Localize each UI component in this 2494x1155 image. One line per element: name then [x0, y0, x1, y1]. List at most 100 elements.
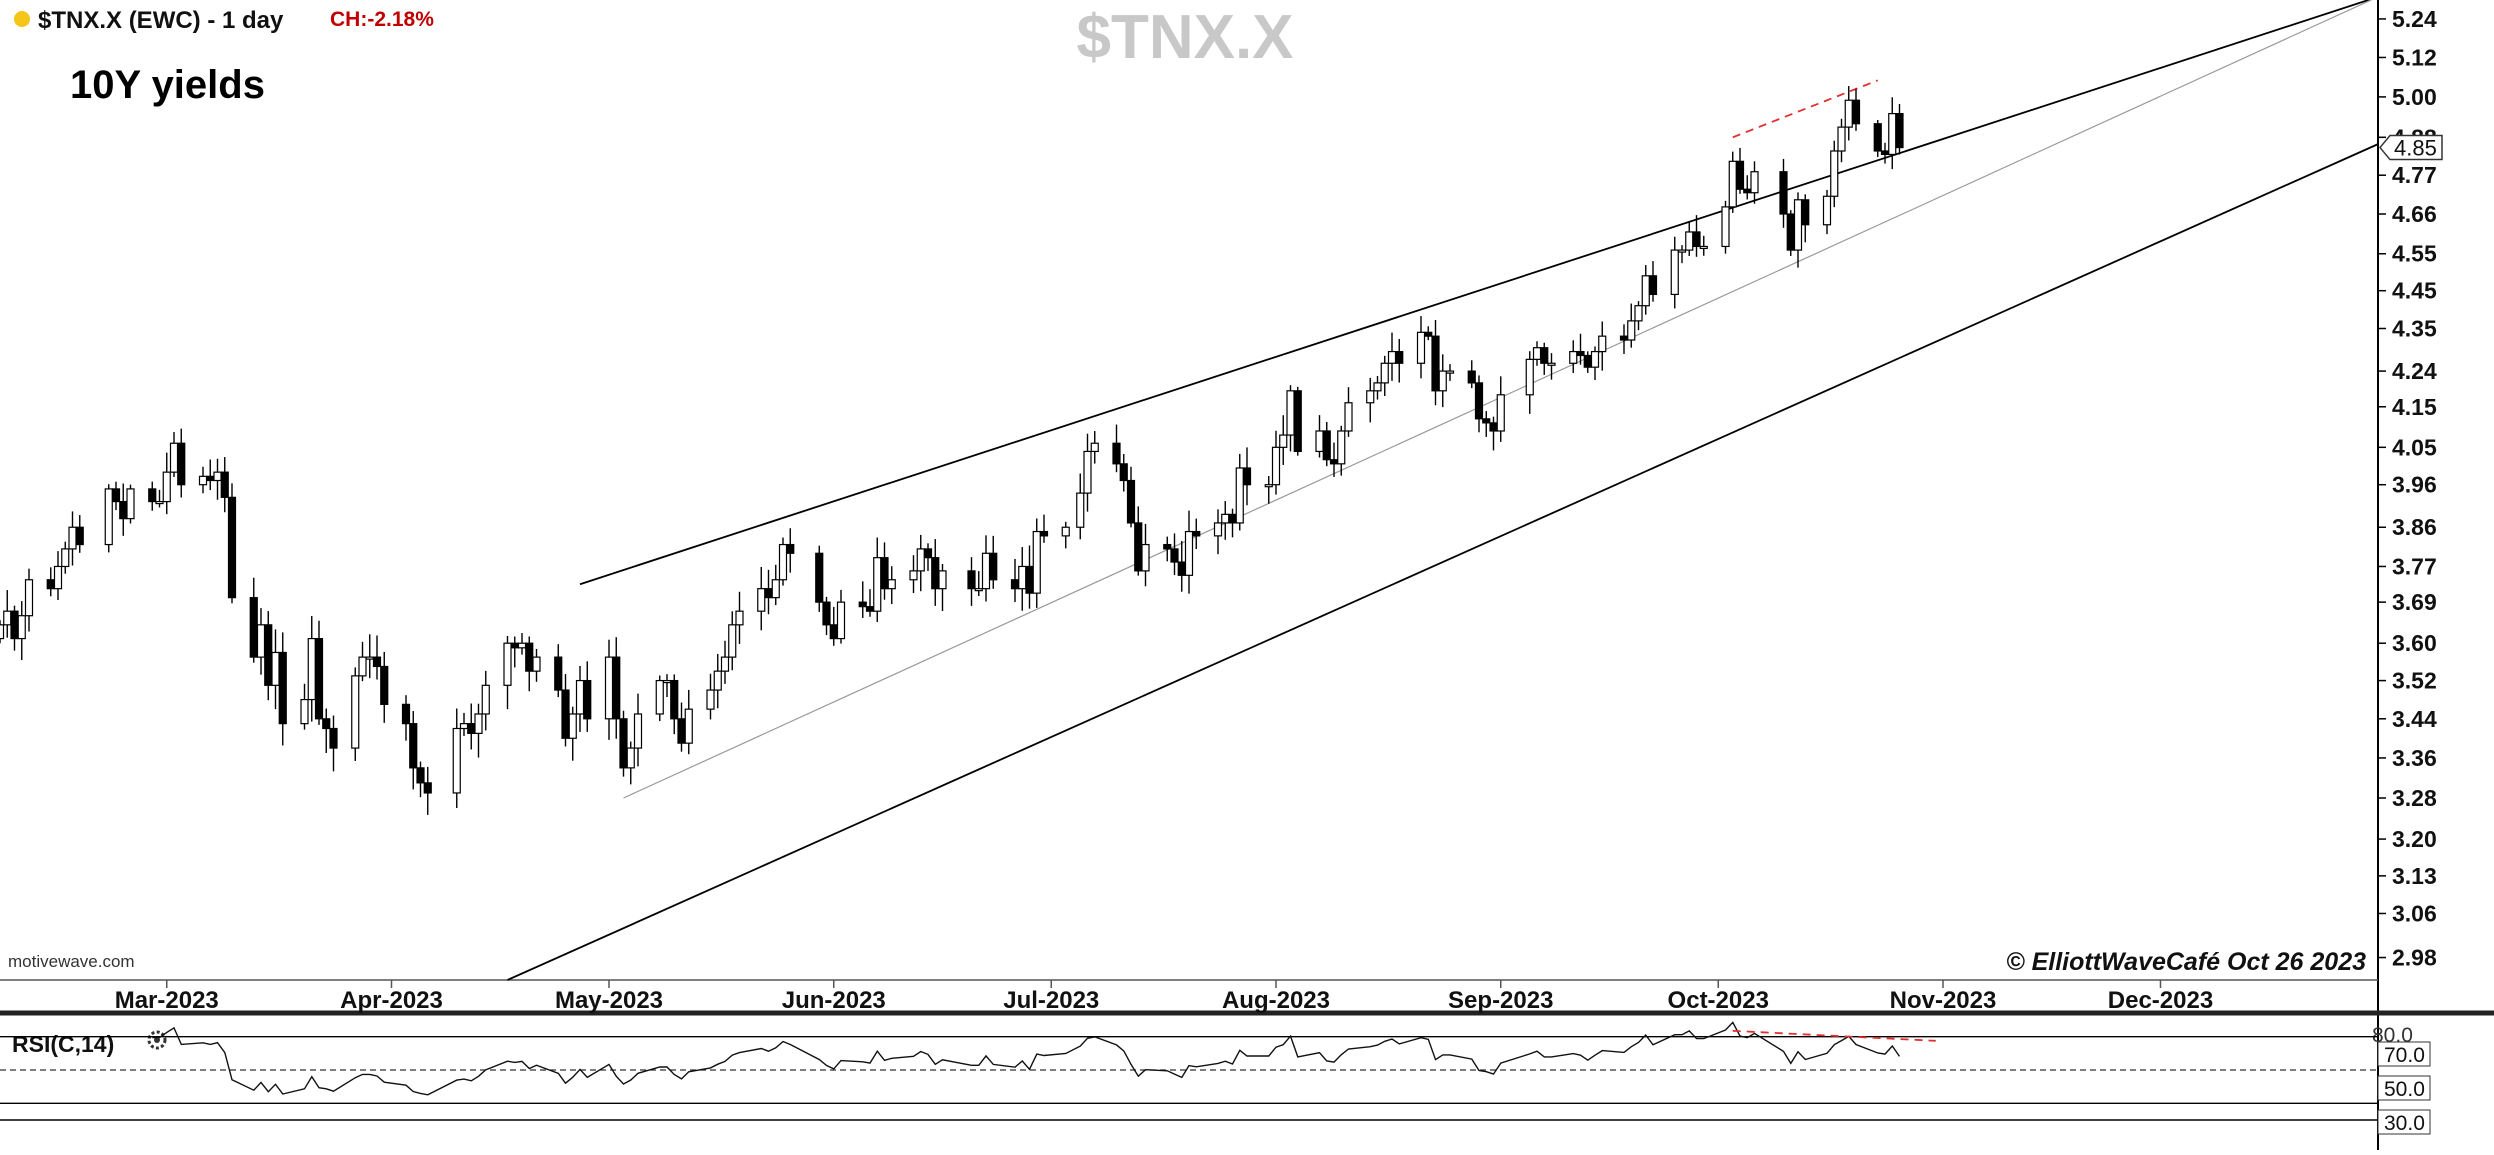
- candle[interactable]: [1569, 340, 1578, 373]
- candle[interactable]: [1576, 333, 1585, 365]
- candle[interactable]: [974, 571, 983, 597]
- candle[interactable]: [380, 651, 389, 723]
- symbol-label[interactable]: $TNX.X (EWC) - 1 day: [38, 7, 284, 34]
- candle[interactable]: [1366, 377, 1375, 423]
- candle[interactable]: [358, 641, 367, 682]
- candle[interactable]: [633, 693, 643, 767]
- candle[interactable]: [757, 566, 766, 631]
- candle[interactable]: [1801, 194, 1810, 243]
- candle[interactable]: [938, 563, 947, 611]
- candle[interactable]: [1242, 447, 1252, 506]
- candles[interactable]: [0, 86, 1904, 815]
- candle[interactable]: [1170, 533, 1179, 576]
- candle[interactable]: [1039, 514, 1049, 543]
- candle[interactable]: [1822, 189, 1832, 235]
- candle[interactable]: [778, 537, 788, 586]
- candle[interactable]: [1779, 158, 1788, 228]
- candle[interactable]: [75, 515, 84, 553]
- candle[interactable]: [626, 741, 635, 785]
- candle[interactable]: [1721, 200, 1730, 254]
- candle[interactable]: [1445, 364, 1455, 381]
- candle[interactable]: [278, 632, 287, 746]
- candle[interactable]: [162, 452, 171, 515]
- candle[interactable]: [880, 542, 889, 600]
- candle[interactable]: [1590, 346, 1600, 381]
- candle[interactable]: [1735, 147, 1745, 194]
- candle[interactable]: [1076, 473, 1085, 540]
- candle[interactable]: [300, 683, 309, 730]
- candle[interactable]: [155, 489, 164, 508]
- candle[interactable]: [1184, 510, 1194, 594]
- candle[interactable]: [1416, 316, 1426, 379]
- candle[interactable]: [409, 711, 418, 790]
- rsi-label[interactable]: RSI(C,14): [12, 1031, 114, 1057]
- candle[interactable]: [1380, 355, 1389, 397]
- candle[interactable]: [1271, 430, 1281, 495]
- candle[interactable]: [481, 670, 490, 731]
- candle[interactable]: [1474, 375, 1484, 433]
- candle[interactable]: [1373, 376, 1382, 400]
- candle[interactable]: [452, 708, 461, 809]
- candle[interactable]: [329, 715, 338, 772]
- candle[interactable]: [1525, 351, 1534, 414]
- candle[interactable]: [1670, 236, 1679, 309]
- candle[interactable]: [1431, 319, 1440, 406]
- candle[interactable]: [916, 534, 925, 592]
- candle[interactable]: [568, 706, 577, 761]
- candle[interactable]: [720, 640, 730, 684]
- candle[interactable]: [786, 528, 795, 573]
- candle[interactable]: [1424, 326, 1433, 341]
- candle[interactable]: [1598, 321, 1607, 371]
- candle[interactable]: [1467, 360, 1476, 389]
- candle[interactable]: [887, 566, 896, 605]
- candle[interactable]: [1851, 88, 1861, 131]
- candle[interactable]: [1293, 386, 1302, 456]
- candle[interactable]: [554, 644, 563, 698]
- candle[interactable]: [104, 484, 113, 553]
- candle[interactable]: [815, 545, 824, 612]
- candle[interactable]: [314, 620, 324, 725]
- candle[interactable]: [858, 581, 867, 618]
- candle[interactable]: [1395, 338, 1404, 383]
- candle[interactable]: [1061, 521, 1070, 549]
- candle[interactable]: [1699, 235, 1708, 256]
- candle[interactable]: [351, 667, 360, 761]
- candle[interactable]: [1126, 466, 1136, 528]
- candle[interactable]: [111, 481, 121, 511]
- candle[interactable]: [24, 568, 34, 632]
- candle[interactable]: [220, 457, 229, 513]
- candle[interactable]: [1482, 411, 1491, 437]
- candle[interactable]: [401, 695, 411, 741]
- candle[interactable]: [53, 551, 63, 601]
- candle[interactable]: [1112, 424, 1121, 473]
- candle[interactable]: [416, 761, 425, 798]
- candle[interactable]: [1634, 301, 1643, 331]
- candle[interactable]: [1264, 476, 1273, 504]
- gear-icon[interactable]: [147, 1030, 167, 1050]
- candle[interactable]: [1119, 454, 1128, 492]
- candle[interactable]: [1786, 210, 1795, 256]
- candle[interactable]: [655, 675, 664, 722]
- candle[interactable]: [1163, 536, 1172, 562]
- candle[interactable]: [1750, 161, 1759, 204]
- candle[interactable]: [1648, 261, 1658, 302]
- candle[interactable]: [1438, 354, 1447, 408]
- candle[interactable]: [728, 611, 737, 671]
- candle[interactable]: [909, 555, 918, 594]
- candle[interactable]: [1830, 140, 1839, 208]
- candle[interactable]: [503, 635, 512, 710]
- candle[interactable]: [1322, 421, 1331, 467]
- candle[interactable]: [532, 648, 541, 682]
- candle[interactable]: [1337, 425, 1346, 476]
- candle[interactable]: [372, 635, 382, 680]
- candle[interactable]: [1692, 215, 1701, 257]
- candle[interactable]: [612, 637, 621, 739]
- channel-line[interactable]: [579, 0, 2378, 586]
- candle[interactable]: [1677, 245, 1687, 264]
- candle[interactable]: [670, 674, 679, 735]
- candle[interactable]: [1344, 387, 1353, 437]
- candle[interactable]: [1279, 415, 1288, 465]
- candle[interactable]: [17, 601, 26, 661]
- candle[interactable]: [1496, 376, 1505, 442]
- candle[interactable]: [822, 596, 831, 636]
